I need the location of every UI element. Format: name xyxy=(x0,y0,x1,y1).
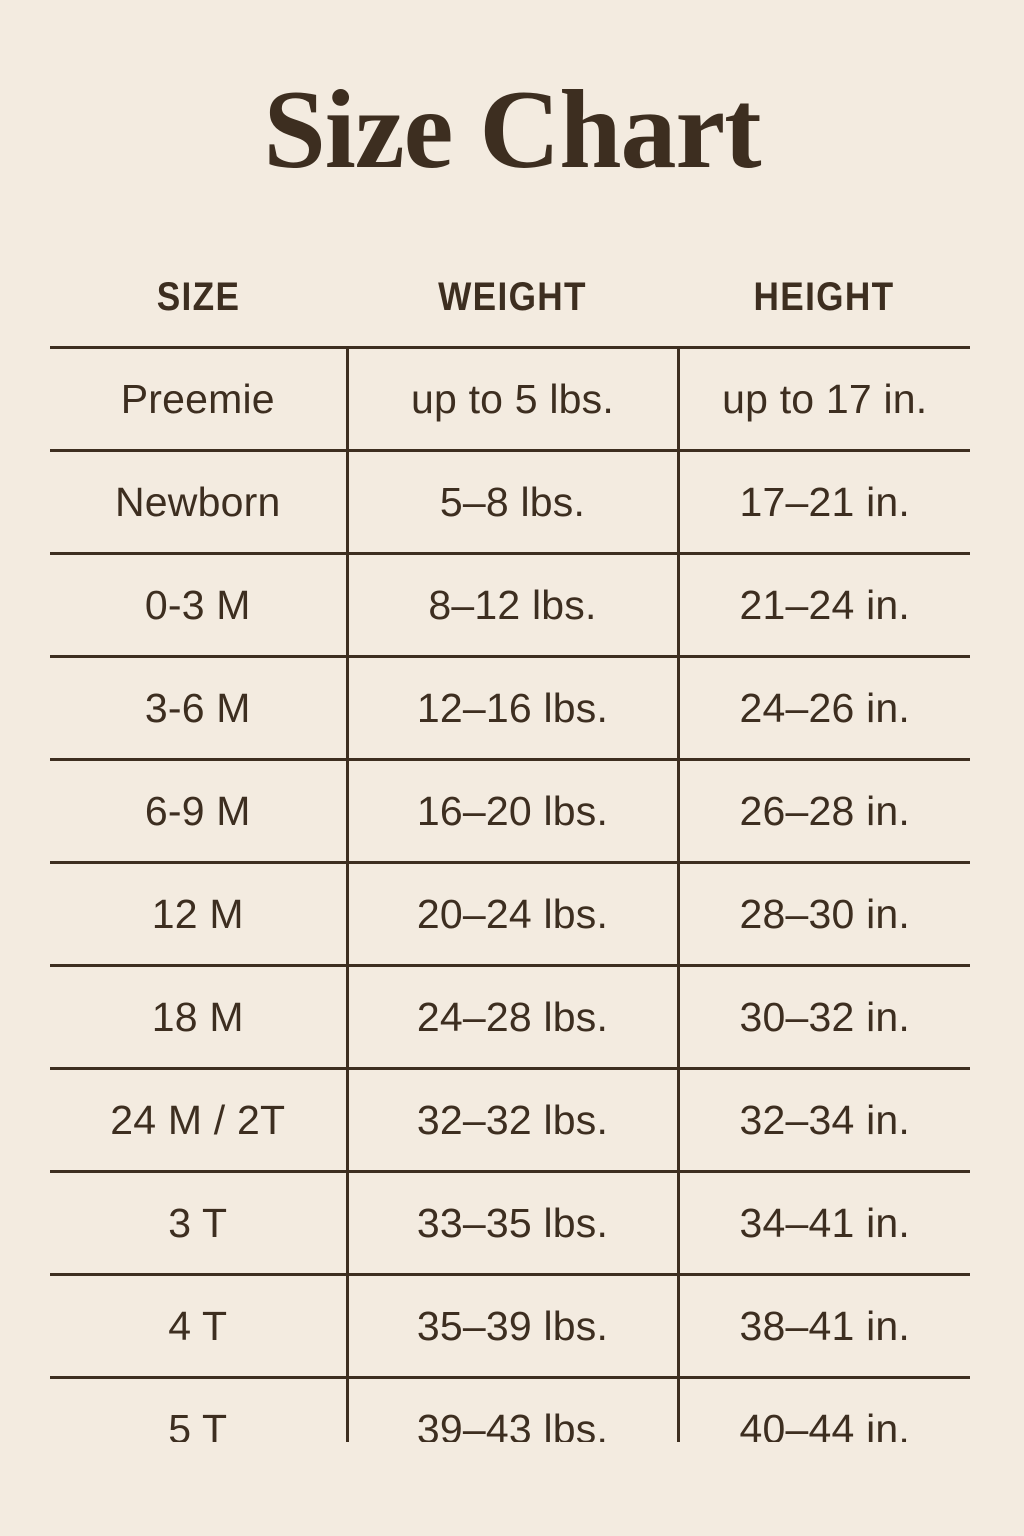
cell-height: 24–26 in. xyxy=(676,655,970,760)
cell-weight: 39–43 lbs. xyxy=(345,1376,678,1479)
table-row: 24 M / 2T 32–32 lbs. 32–34 in. xyxy=(50,1067,970,1172)
cell-size: 18 M xyxy=(50,964,347,1069)
table-row: 12 M 20–24 lbs. 28–30 in. xyxy=(50,861,970,966)
table-row: Preemie up to 5 lbs. up to 17 in. xyxy=(50,346,970,451)
cell-size: Newborn xyxy=(50,449,347,554)
cell-height: 38–41 in. xyxy=(676,1273,970,1378)
cell-size: 12 M xyxy=(50,861,347,966)
cell-size: 5 T xyxy=(50,1376,347,1479)
table-row: 5 T 39–43 lbs. 40–44 in. xyxy=(50,1376,970,1479)
table-header: SIZE WEIGHT HEIGHT xyxy=(50,275,970,348)
size-table-container: SIZE WEIGHT HEIGHT Preemie up to 5 lbs. up… xyxy=(50,275,970,1482)
cell-weight: up to 5 lbs. xyxy=(345,346,678,451)
cell-weight: 35–39 lbs. xyxy=(345,1273,678,1378)
cell-weight: 12–16 lbs. xyxy=(345,655,678,760)
cell-height: 26–28 in. xyxy=(676,758,970,863)
cell-weight: 20–24 lbs. xyxy=(345,861,678,966)
table-row: 4 T 35–39 lbs. 38–41 in. xyxy=(50,1273,970,1378)
cell-size: 24 M / 2T xyxy=(50,1067,347,1172)
table-body: Preemie up to 5 lbs. up to 17 in. Newborn 5–… xyxy=(50,346,970,1479)
table-row: Newborn 5–8 lbs. 17–21 in. xyxy=(50,449,970,554)
header-row: SIZE WEIGHT HEIGHT xyxy=(50,275,970,348)
cell-height: 21–24 in. xyxy=(676,552,970,657)
table-row: 0-3 M 8–12 lbs. 21–24 in. xyxy=(50,552,970,657)
column-header-size: SIZE xyxy=(156,275,241,319)
table-row: 18 M 24–28 lbs. 30–32 in. xyxy=(50,964,970,1069)
cell-height: 32–34 in. xyxy=(676,1067,970,1172)
page-title: Size Chart xyxy=(263,68,761,192)
cell-size: Preemie xyxy=(50,346,347,451)
cell-size: 3 T xyxy=(50,1170,347,1275)
table-row: 3-6 M 12–16 lbs. 24–26 in. xyxy=(50,655,970,760)
cell-weight: 32–32 lbs. xyxy=(345,1067,678,1172)
size-table: SIZE WEIGHT HEIGHT Preemie up to 5 lbs. up… xyxy=(50,275,970,1479)
cell-weight: 8–12 lbs. xyxy=(345,552,678,657)
column-header-height: HEIGHT xyxy=(753,275,895,319)
table-row: 3 T 33–35 lbs. 34–41 in. xyxy=(50,1170,970,1275)
cell-height: 17–21 in. xyxy=(676,449,970,554)
cell-weight: 16–20 lbs. xyxy=(345,758,678,863)
cell-size: 0-3 M xyxy=(50,552,347,657)
cell-height: up to 17 in. xyxy=(676,346,970,451)
table-row: 6-9 M 16–20 lbs. 26–28 in. xyxy=(50,758,970,863)
cell-weight: 5–8 lbs. xyxy=(345,449,678,554)
cell-size: 3-6 M xyxy=(50,655,347,760)
cell-size: 4 T xyxy=(50,1273,347,1378)
cell-size: 6-9 M xyxy=(50,758,347,863)
cell-height: 34–41 in. xyxy=(676,1170,970,1275)
cell-weight: 24–28 lbs. xyxy=(345,964,678,1069)
column-header-weight: WEIGHT xyxy=(438,275,587,319)
cell-height: 30–32 in. xyxy=(676,964,970,1069)
cell-height: 40–44 in. xyxy=(676,1376,970,1479)
cell-weight: 33–35 lbs. xyxy=(345,1170,678,1275)
cell-height: 28–30 in. xyxy=(676,861,970,966)
